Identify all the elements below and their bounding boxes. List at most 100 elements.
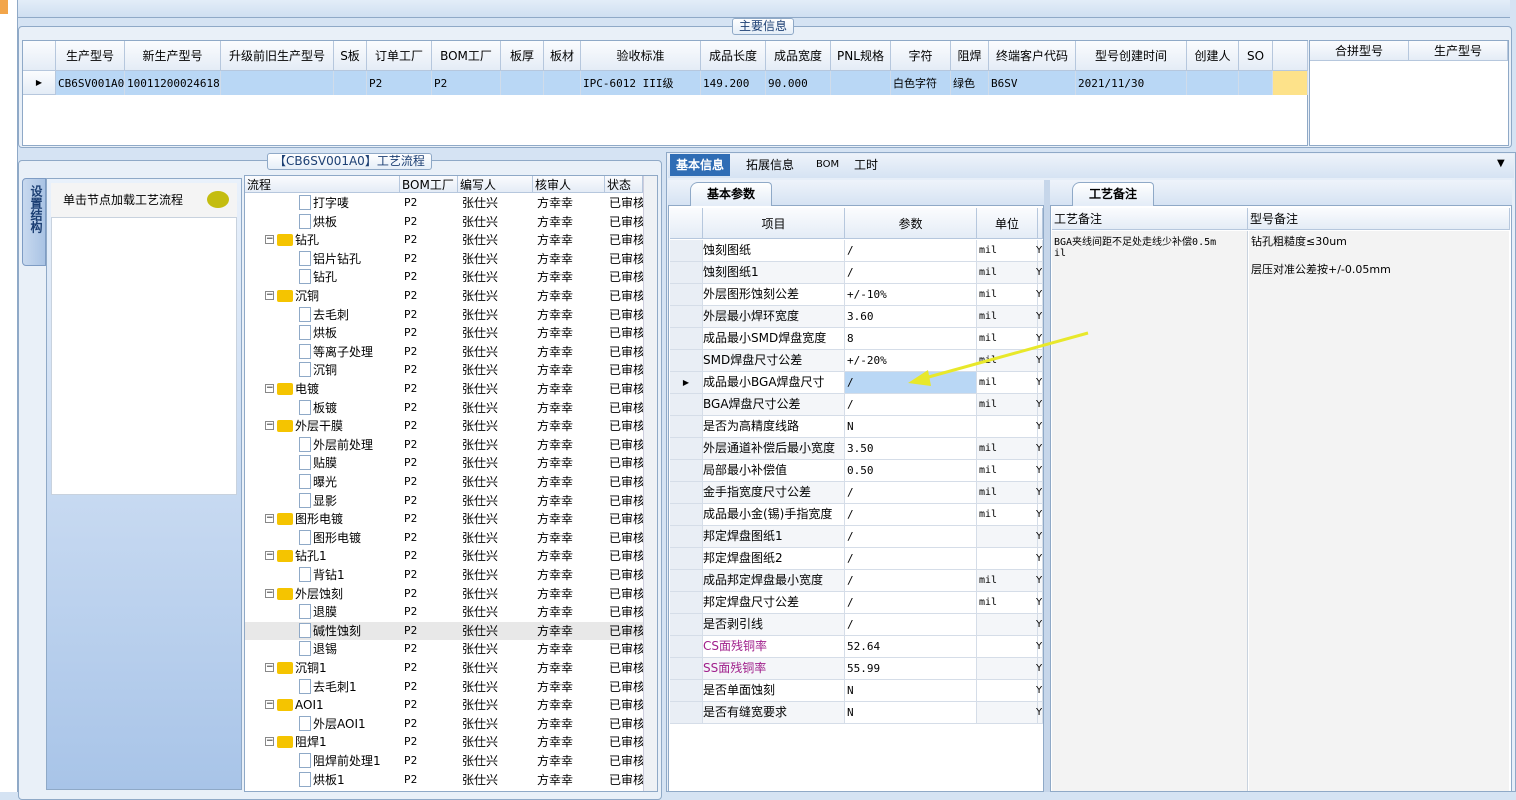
- tree-row[interactable]: 铝片钻孔 P2 张仕兴 方幸幸 已审核: [245, 250, 643, 268]
- param-value[interactable]: 0.50: [845, 460, 977, 481]
- tree-col-header[interactable]: 核审人: [533, 176, 605, 193]
- param-value[interactable]: +/-20%: [845, 350, 977, 371]
- tree-scrollbar[interactable]: [643, 176, 657, 791]
- param-row[interactable]: 邦定焊盘图纸2/ Y: [670, 548, 1043, 570]
- col-model-remark[interactable]: 型号备注: [1248, 208, 1510, 230]
- param-row[interactable]: 蚀刻图纸1/mil Y: [670, 262, 1043, 284]
- param-row[interactable]: 是否有缝宽要求 N Y: [670, 702, 1043, 724]
- col-header[interactable]: 终端客户代码: [989, 41, 1076, 71]
- param-value[interactable]: 52.64: [845, 636, 977, 657]
- params-col-header[interactable]: 项目: [703, 208, 845, 239]
- param-row[interactable]: 金手指宽度尺寸公差 / mil Y: [670, 482, 1043, 504]
- tree-row[interactable]: 外层AOI1 P2 张仕兴 方幸幸 已审核: [245, 715, 643, 733]
- tree-row[interactable]: 等离子处理 P2 张仕兴 方幸幸 已审核: [245, 343, 643, 361]
- tree-row[interactable]: 显影 P2 张仕兴 方幸幸 已审核: [245, 492, 643, 510]
- main-cell[interactable]: 白色字符: [891, 71, 951, 95]
- tree-col-header[interactable]: 编写人: [458, 176, 533, 193]
- param-value[interactable]: N: [845, 702, 977, 723]
- param-row[interactable]: 邦定焊盘图纸1/ Y: [670, 526, 1043, 548]
- collapse-icon[interactable]: −: [265, 550, 274, 561]
- tree-row[interactable]: − 沉铜1 P2 张仕兴 方幸幸 已审核: [245, 659, 643, 677]
- col-header[interactable]: BOM工厂: [432, 41, 501, 71]
- process-remark-field[interactable]: BGA夹线间距不足处走线少补偿0.5mil: [1052, 231, 1248, 791]
- main-cell[interactable]: P2: [367, 71, 432, 95]
- param-row[interactable]: BGA焊盘尺寸公差 / mil Y: [670, 394, 1043, 416]
- param-row[interactable]: 是否为高精度线路 N Y: [670, 416, 1043, 438]
- param-value[interactable]: N: [845, 416, 977, 437]
- col-header[interactable]: 字符: [891, 41, 951, 71]
- tree-row[interactable]: 沉铜 P2 张仕兴 方幸幸 已审核: [245, 361, 643, 379]
- tree-row[interactable]: 烘板1 P2 张仕兴 方幸幸 已审核: [245, 771, 643, 789]
- param-row[interactable]: 成品最小SMD焊盘宽度 8 mil Y: [670, 328, 1043, 350]
- main-cell[interactable]: [334, 71, 367, 95]
- collapse-icon[interactable]: −: [265, 420, 274, 431]
- model-remark-field[interactable]: 钻孔粗糙度≤30um 层压对准公差按+/-0.05mm: [1249, 231, 1509, 791]
- col-header[interactable]: 新生产型号: [125, 41, 221, 71]
- tree-row[interactable]: − 图形电镀 P2 张仕兴 方幸幸 已审核: [245, 510, 643, 528]
- tree-row[interactable]: − 钻孔1 P2 张仕兴 方幸幸 已审核: [245, 547, 643, 565]
- merge-col-header[interactable]: 生产型号: [1409, 41, 1508, 61]
- tab-3[interactable]: 工时: [854, 158, 879, 172]
- tab-1[interactable]: 拓展信息: [746, 158, 795, 172]
- main-cell[interactable]: CB6SV001A0: [56, 71, 125, 95]
- param-row[interactable]: 外层最小焊环宽度 3.60 mil Y: [670, 306, 1043, 328]
- tree-row[interactable]: 退膜 P2 张仕兴 方幸幸 已审核: [245, 603, 643, 621]
- param-value[interactable]: /: [845, 372, 977, 393]
- collapse-icon[interactable]: −: [265, 290, 274, 300]
- col-header[interactable]: 型号创建时间: [1076, 41, 1187, 71]
- col-header[interactable]: 成品长度: [701, 41, 766, 71]
- main-cell[interactable]: P2: [432, 71, 501, 95]
- col-header[interactable]: SO: [1239, 41, 1273, 71]
- collapse-icon[interactable]: −: [265, 383, 274, 393]
- collapse-icon[interactable]: −: [265, 513, 274, 524]
- main-cell[interactable]: 149.200: [701, 71, 766, 95]
- tree-row[interactable]: 去毛刺1 P2 张仕兴 方幸幸 已审核: [245, 678, 643, 696]
- col-header[interactable]: 订单工厂: [367, 41, 432, 71]
- structure-tree[interactable]: [51, 217, 237, 495]
- tree-row[interactable]: 退锡 P2 张仕兴 方幸幸 已审核: [245, 640, 643, 658]
- param-value[interactable]: N: [845, 680, 977, 701]
- col-header[interactable]: 验收标准: [581, 41, 701, 71]
- param-row[interactable]: 邦定焊盘尺寸公差 / mil Y: [670, 592, 1043, 614]
- tree-row[interactable]: 去毛刺 P2 张仕兴 方幸幸 已审核: [245, 306, 643, 324]
- param-row[interactable]: 蚀刻图纸 / mil Y: [670, 240, 1043, 262]
- param-value[interactable]: /: [845, 592, 977, 613]
- main-cell[interactable]: [221, 71, 334, 95]
- main-cell[interactable]: 2021/11/30: [1076, 71, 1187, 95]
- param-value[interactable]: 8: [845, 328, 977, 349]
- col-header[interactable]: 生产型号: [56, 41, 125, 71]
- param-value[interactable]: 55.99: [845, 658, 977, 679]
- tree-row[interactable]: − AOI1 P2 张仕兴 方幸幸 已审核: [245, 696, 643, 714]
- main-cell[interactable]: [1239, 71, 1273, 95]
- param-value[interactable]: 3.50: [845, 438, 977, 459]
- param-value[interactable]: /: [845, 504, 977, 525]
- param-row[interactable]: CS面残铜率 52.64 Y: [670, 636, 1043, 658]
- col-header[interactable]: 升级前旧生产型号: [221, 41, 334, 71]
- collapse-icon[interactable]: −: [265, 587, 274, 598]
- tree-row[interactable]: 碱性蚀刻 P2 张仕兴 方幸幸 已审核: [245, 621, 643, 640]
- tree-row[interactable]: 钻孔 P2 张仕兴 方幸幸 已审核: [245, 268, 643, 286]
- col-header[interactable]: [1273, 41, 1308, 71]
- main-cell[interactable]: [1273, 71, 1308, 95]
- main-cell[interactable]: 绿色: [951, 71, 989, 95]
- tree-row[interactable]: − 沉铜 P2 张仕兴 方幸幸 已审核: [245, 287, 643, 305]
- param-row[interactable]: 是否剥引线 / Y: [670, 614, 1043, 636]
- tree-row[interactable]: 贴膜 P2 张仕兴 方幸幸 已审核: [245, 454, 643, 472]
- main-cell[interactable]: [544, 71, 581, 95]
- tree-col-header[interactable]: 流程: [245, 176, 400, 193]
- col-header[interactable]: 成品宽度: [766, 41, 831, 71]
- param-value[interactable]: +/-10%: [845, 284, 977, 305]
- param-row[interactable]: 外层通道补偿后最小宽度 3.50 mil Y: [670, 438, 1043, 460]
- param-row[interactable]: 外层图形蚀刻公差 +/-10% mil Y: [670, 284, 1043, 306]
- param-row[interactable]: 是否单面蚀刻 N Y: [670, 680, 1043, 702]
- collapse-icon[interactable]: −: [265, 662, 274, 672]
- tab-process-remarks[interactable]: 工艺备注: [1072, 182, 1155, 206]
- collapse-icon[interactable]: −: [265, 736, 274, 747]
- tree-col-header[interactable]: BOM工厂: [400, 176, 458, 193]
- param-row[interactable]: 局部最小补偿值 0.50 mil Y: [670, 460, 1043, 482]
- param-value[interactable]: /: [845, 526, 977, 547]
- param-value[interactable]: /: [845, 570, 977, 591]
- side-tab-structure[interactable]: 设置结构: [22, 178, 46, 266]
- tabs-dropdown-icon[interactable]: ▼: [1497, 158, 1505, 169]
- tree-row[interactable]: − 外层干膜 P2 张仕兴 方幸幸 已审核: [245, 417, 643, 435]
